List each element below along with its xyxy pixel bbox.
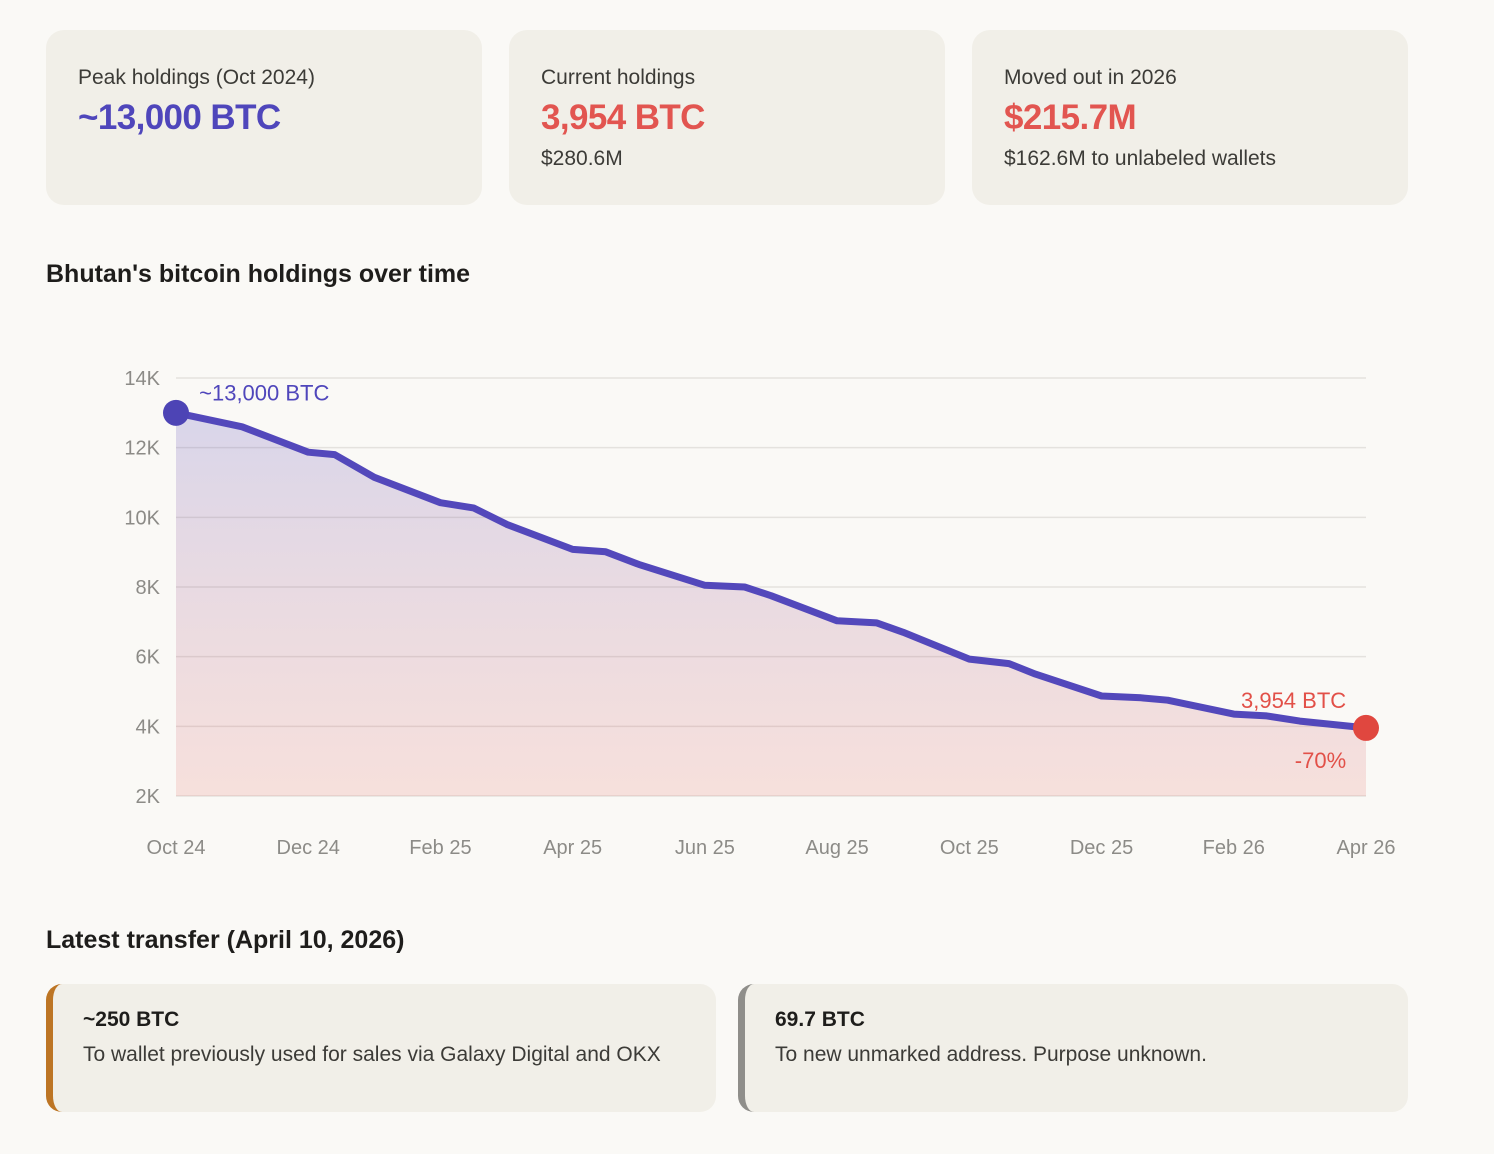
x-tick-label: Apr 26 <box>1337 837 1396 859</box>
y-tick-label: 10K <box>124 507 160 529</box>
transfer-description: To wallet previously used for sales via … <box>83 1043 661 1066</box>
x-tick-label: Aug 25 <box>805 837 868 859</box>
transfer-card-unmarked-address: 69.7 BTC To new unmarked address. Purpos… <box>738 984 1408 1112</box>
annotation-label: 3,954 BTC <box>1241 688 1346 713</box>
x-tick-label: Dec 24 <box>277 837 340 859</box>
holdings-line <box>172 409 1370 732</box>
y-tick-label: 8K <box>136 577 161 599</box>
transfer-card-galaxy-okx: ~250 BTC To wallet previously used for s… <box>46 984 716 1112</box>
latest-transfer-heading: Latest transfer (April 10, 2026) <box>46 926 405 954</box>
stat-value: 3,954 BTC <box>541 98 705 137</box>
stat-value: ~13,000 BTC <box>78 98 281 137</box>
stat-card-moved-out: Moved out in 2026 $215.7M $162.6M to unl… <box>972 30 1408 205</box>
area-fill <box>176 412 1366 796</box>
annotation-label: -70% <box>1295 748 1346 773</box>
stat-subtext: $280.6M <box>541 146 623 170</box>
x-tick-label: Apr 25 <box>543 837 602 859</box>
stat-label: Peak holdings (Oct 2024) <box>78 66 315 89</box>
x-tick-label: Feb 25 <box>409 837 471 859</box>
transfer-amount: 69.7 BTC <box>775 1008 865 1031</box>
stat-card-peak-holdings: Peak holdings (Oct 2024) ~13,000 BTC <box>46 30 482 205</box>
stat-card-current-holdings: Current holdings 3,954 BTC $280.6M <box>509 30 945 205</box>
transfer-description: To new unmarked address. Purpose unknown… <box>775 1043 1207 1066</box>
stat-value: $215.7M <box>1004 98 1137 137</box>
y-tick-label: 6K <box>136 647 161 669</box>
x-tick-label: Feb 26 <box>1203 837 1265 859</box>
stat-label: Moved out in 2026 <box>1004 66 1177 89</box>
chart-title: Bhutan's bitcoin holdings over time <box>46 260 471 288</box>
page: Peak holdings (Oct 2024) ~13,000 BTC Cur… <box>46 30 1408 1112</box>
x-tick-label: Dec 25 <box>1070 837 1133 859</box>
y-tick-label: 12K <box>124 438 160 460</box>
y-tick-label: 2K <box>136 786 161 808</box>
transfer-amount: ~250 BTC <box>83 1008 180 1031</box>
x-tick-label: Oct 24 <box>147 837 206 859</box>
stat-subtext: $162.6M to unlabeled wallets <box>1004 146 1277 170</box>
x-tick-label: Oct 25 <box>940 837 999 859</box>
y-tick-label: 4K <box>136 716 161 738</box>
stat-label: Current holdings <box>541 66 696 89</box>
peak-point-dot <box>163 399 189 426</box>
x-tick-label: Jun 25 <box>675 837 735 859</box>
transfer-cards-row: ~250 BTC To wallet previously used for s… <box>46 984 1408 1112</box>
annotation-label: ~13,000 BTC <box>199 380 329 405</box>
stats-row: Peak holdings (Oct 2024) ~13,000 BTC Cur… <box>46 30 1408 205</box>
end-point-dot <box>1353 714 1379 741</box>
holdings-area-chart: 14K 12K 10K 8K 6K 4K 2K Oct 24 Dec 24 Feb 25 Apr 2… <box>124 368 1396 859</box>
y-tick-label: 14K <box>124 368 160 390</box>
